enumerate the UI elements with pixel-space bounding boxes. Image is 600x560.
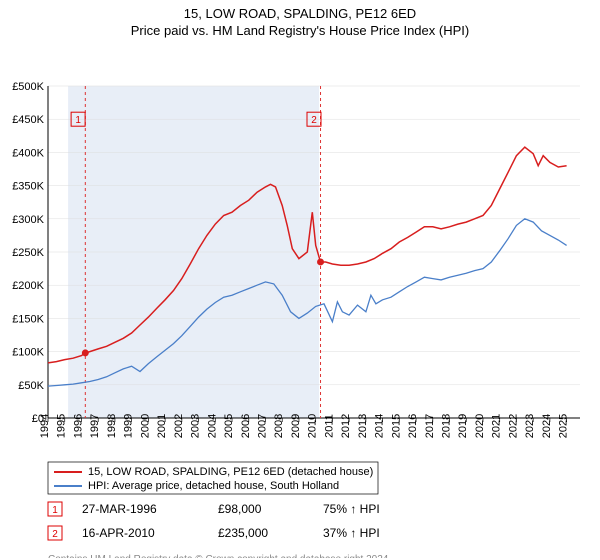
y-tick-label: £450K <box>12 114 44 126</box>
x-tick-label: 2019 <box>457 414 469 438</box>
x-tick-label: 1997 <box>89 414 101 438</box>
x-tick-label: 2001 <box>156 414 168 438</box>
legend-label: 15, LOW ROAD, SPALDING, PE12 6ED (detach… <box>88 466 373 478</box>
event-date: 27-MAR-1996 <box>82 502 157 516</box>
y-tick-label: £250K <box>12 247 44 259</box>
event-row-num: 2 <box>52 529 58 540</box>
x-tick-label: 2022 <box>507 414 519 438</box>
x-tick-label: 2024 <box>541 414 553 438</box>
x-tick-label: 2016 <box>407 414 419 438</box>
event-dot <box>82 349 89 356</box>
footnote-1: Contains HM Land Registry data © Crown c… <box>48 554 391 558</box>
x-tick-label: 2005 <box>223 414 235 438</box>
event-date: 16-APR-2010 <box>82 526 155 540</box>
legend-label: HPI: Average price, detached house, Sout… <box>88 480 339 492</box>
event-marker-num: 1 <box>75 115 81 126</box>
y-tick-label: £350K <box>12 181 44 193</box>
event-hpi: 75% ↑ HPI <box>323 502 380 516</box>
x-tick-label: 1998 <box>106 414 118 438</box>
x-tick-label: 2017 <box>424 414 436 438</box>
event-row-num: 1 <box>52 505 58 516</box>
x-tick-label: 2009 <box>290 414 302 438</box>
event-price: £235,000 <box>218 526 268 540</box>
x-tick-label: 2007 <box>256 414 268 438</box>
x-tick-label: 1994 <box>39 414 51 438</box>
x-tick-label: 2010 <box>307 414 319 438</box>
x-tick-label: 2008 <box>273 414 285 438</box>
y-tick-label: £200K <box>12 280 44 292</box>
x-tick-label: 1999 <box>123 414 135 438</box>
y-tick-label: £500K <box>12 81 44 93</box>
x-tick-label: 2003 <box>190 414 202 438</box>
price-chart: £0£50K£100K£150K£200K£250K£300K£350K£400… <box>0 42 600 558</box>
x-tick-label: 2013 <box>357 414 369 438</box>
x-tick-label: 2002 <box>173 414 185 438</box>
x-tick-label: 2014 <box>374 414 386 438</box>
x-tick-label: 2020 <box>474 414 486 438</box>
x-tick-label: 1996 <box>72 414 84 438</box>
x-tick-label: 2025 <box>558 414 570 438</box>
x-tick-label: 2006 <box>240 414 252 438</box>
chart-subtitle: Price paid vs. HM Land Registry's House … <box>0 21 600 42</box>
x-tick-label: 2023 <box>524 414 536 438</box>
x-tick-label: 2012 <box>340 414 352 438</box>
x-tick-label: 2021 <box>491 414 503 438</box>
chart-title: 15, LOW ROAD, SPALDING, PE12 6ED <box>0 0 600 21</box>
y-tick-label: £150K <box>12 313 44 325</box>
y-tick-label: £300K <box>12 214 44 226</box>
event-price: £98,000 <box>218 502 262 516</box>
x-tick-label: 2000 <box>139 414 151 438</box>
event-dot <box>317 258 324 265</box>
event-hpi: 37% ↑ HPI <box>323 526 380 540</box>
x-tick-label: 2018 <box>441 414 453 438</box>
x-tick-label: 1995 <box>56 414 68 438</box>
x-tick-label: 2004 <box>206 414 218 438</box>
event-marker-num: 2 <box>311 115 317 126</box>
x-tick-label: 2015 <box>390 414 402 438</box>
y-tick-label: £100K <box>12 347 44 359</box>
y-tick-label: £400K <box>12 147 44 159</box>
y-tick-label: £50K <box>18 380 44 392</box>
